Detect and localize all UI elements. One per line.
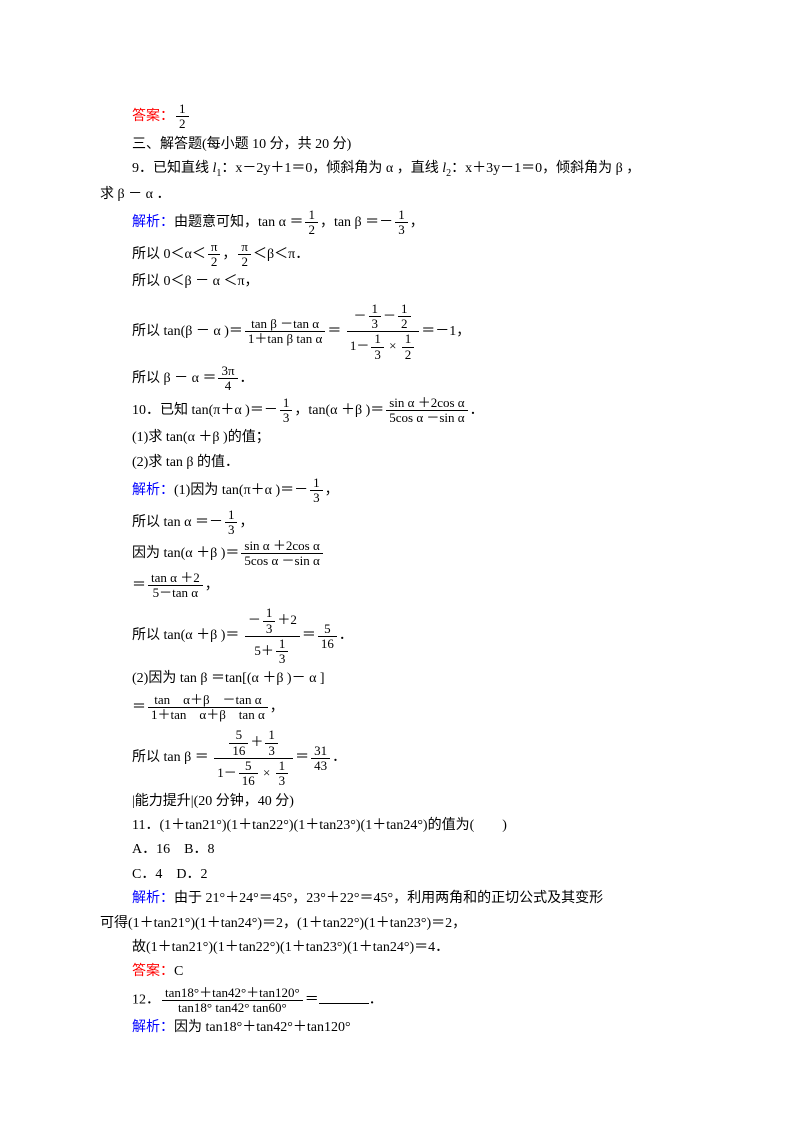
frac: tan18°＋tan42°＋tan120°tan18° tan42° tan60…	[162, 986, 303, 1016]
frac: sin α ＋2cos α5cos α －sin α	[241, 539, 322, 569]
q9-analysis-2: 所以 0＜α＜π2，π2＜β＜π．	[100, 240, 720, 270]
q9-analysis-4: 所以 tan(β － α )＝tan β －tan α1＋tan β tan α…	[100, 302, 720, 362]
q10-p3: 因为 tan(α ＋β )＝sin α ＋2cos α5cos α －sin α	[100, 539, 720, 569]
q11-answer: 答案：C	[100, 961, 720, 983]
complex-frac: －13＋2 5＋13	[245, 606, 300, 666]
q12-analysis: 解析：因为 tan18°＋tan42°＋tan120°	[100, 1017, 720, 1039]
frac: 12	[305, 208, 318, 238]
q9-analysis-5: 所以 β － α ＝3π4．	[100, 364, 720, 394]
q10-p2: 所以 tan α ＝－13，	[100, 508, 720, 538]
q9-stem-line2: 求 β － α ．	[100, 184, 720, 206]
answer-label: 答案：	[132, 109, 174, 124]
page-content: 答案：12 三、解答题(每小题 10 分，共 20 分) 9．已知直线 l1：x…	[0, 0, 800, 1082]
ability-section-title: |能力提升|(20 分钟，40 分)	[100, 791, 720, 813]
frac: π2	[238, 240, 251, 270]
q9-analysis-3: 所以 0＜β － α ＜π，	[100, 271, 720, 293]
q11-stem: 11．(1＋tan21°)(1＋tan22°)(1＋tan23°)(1＋tan2…	[100, 815, 720, 837]
q11-analysis-3: 故(1＋tan21°)(1＋tan22°)(1＋tan23°)(1＋tan24°…	[100, 937, 720, 959]
q12-stem: 12．tan18°＋tan42°＋tan120°tan18° tan42° ta…	[100, 986, 720, 1016]
q10-p8: 所以 tan β ＝ 516＋13 1－516 × 13 ＝3143．	[100, 728, 720, 788]
analysis-label: 解析：	[132, 483, 174, 498]
frac: 3π4	[218, 364, 237, 394]
q9-stem-line1: 9．已知直线 l1：x－2y＋1＝0，倾斜角为 α ，直线 l2：x＋3y－1＝…	[100, 158, 720, 182]
frac: 13	[310, 476, 323, 506]
frac-tan-diff: tan β －tan α1＋tan β tan α	[245, 317, 325, 347]
q9-analysis-1: 解析：由题意可知，tan α ＝12，tan β ＝－13，	[100, 208, 720, 238]
analysis-label: 解析：	[132, 215, 174, 230]
q8-answer: 答案：12	[100, 102, 720, 132]
frac: tan α＋β －tan α1＋tan α＋β tan α	[148, 693, 268, 723]
frac: π2	[208, 240, 221, 270]
frac-1-2: 12	[176, 102, 189, 132]
frac: 13	[225, 508, 238, 538]
q11-opts-ab: A．16 B．8	[100, 839, 720, 861]
q10-p1: 解析：(1)因为 tan(π＋α )＝－13，	[100, 476, 720, 506]
section-3-title: 三、解答题(每小题 10 分，共 20 分)	[100, 134, 720, 156]
q11-opts-cd: C．4 D．2	[100, 864, 720, 886]
q10-p6: (2)因为 tan β ＝tan[(α ＋β )－ α ]	[100, 668, 720, 690]
q10-stem: 10．已知 tan(π＋α )＝－13，tan(α ＋β )＝sin α ＋2c…	[100, 396, 720, 426]
complex-frac: －13－12 1－13 × 12	[347, 302, 419, 362]
frac: tan α ＋25－tan α	[148, 571, 203, 601]
analysis-label: 解析：	[132, 891, 174, 906]
answer-label: 答案：	[132, 964, 174, 979]
analysis-label: 解析：	[132, 1020, 174, 1035]
frac: sin α ＋2cos α5cos α －sin α	[386, 396, 467, 426]
frac: 3143	[311, 744, 330, 774]
fill-blank	[319, 989, 369, 1004]
q10-p4: ＝tan α ＋25－tan α，	[100, 571, 720, 601]
q10-sub2: (2)求 tan β 的值．	[100, 452, 720, 474]
q11-analysis-1: 解析：由于 21°＋24°＝45°，23°＋22°＝45°，利用两角和的正切公式…	[100, 888, 720, 910]
q10-p7: ＝tan α＋β －tan α1＋tan α＋β tan α，	[100, 693, 720, 723]
complex-frac: 516＋13 1－516 × 13	[214, 728, 293, 788]
frac: 13	[395, 208, 408, 238]
q10-sub1: (1)求 tan(α ＋β )的值；	[100, 427, 720, 449]
q10-p5: 所以 tan(α ＋β )＝ －13＋2 5＋13 ＝516．	[100, 606, 720, 666]
frac: 516	[318, 622, 337, 652]
q11-analysis-2: 可得(1＋tan21°)(1＋tan24°)＝2，(1＋tan22°)(1＋ta…	[100, 913, 720, 935]
frac: 13	[280, 396, 293, 426]
